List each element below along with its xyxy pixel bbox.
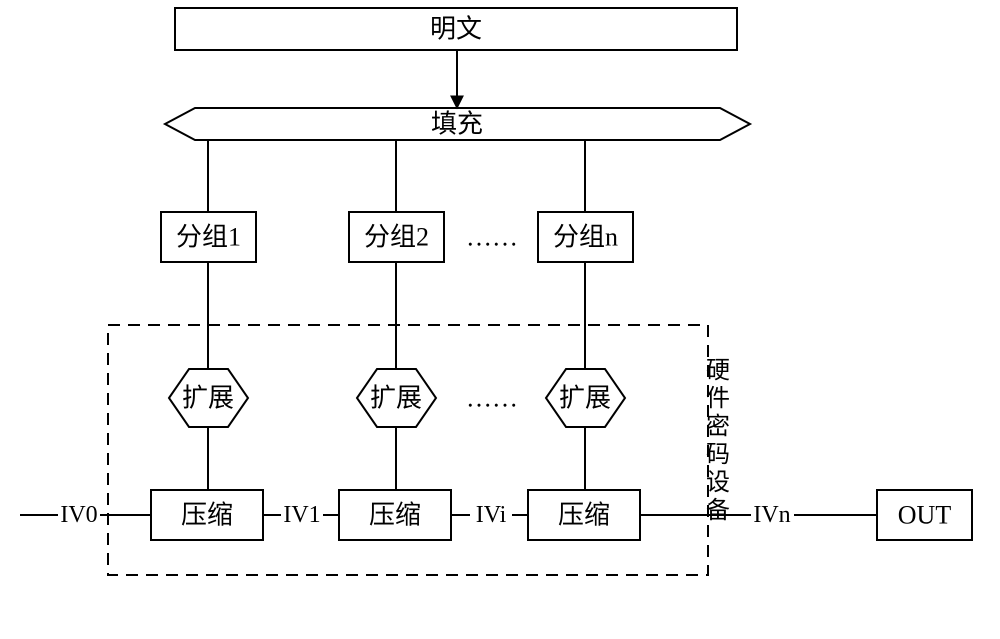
hardware-label-char-1: 件 bbox=[706, 385, 730, 412]
groupn-box-label: 分组n bbox=[553, 223, 618, 252]
group2-box-label: 分组2 bbox=[364, 223, 429, 252]
group1-box: 分组1 bbox=[161, 212, 256, 262]
compress1-box-label: 压缩 bbox=[181, 501, 233, 530]
iv1-label: IV1 bbox=[283, 502, 320, 528]
expand2-hex-label: 扩展 bbox=[370, 384, 422, 413]
compressn-box-label: 压缩 bbox=[558, 501, 610, 530]
compress2-box: 压缩 bbox=[339, 490, 451, 540]
group2-box: 分组2 bbox=[349, 212, 444, 262]
compressn-box: 压缩 bbox=[528, 490, 640, 540]
hardware-boundary bbox=[108, 325, 708, 575]
out-box: OUT bbox=[877, 490, 972, 540]
groupn-box: 分组n bbox=[538, 212, 633, 262]
expand1-hex: 扩展 bbox=[169, 369, 248, 427]
iv0-label: IV0 bbox=[60, 502, 97, 528]
plaintext-box-label: 明文 bbox=[430, 15, 482, 44]
expandn-hex: 扩展 bbox=[546, 369, 625, 427]
ivn-label: IVn bbox=[753, 502, 790, 528]
dots-groups: …… bbox=[466, 223, 518, 252]
fill-hexbar: 填充 bbox=[165, 108, 750, 140]
hardware-label: 硬件密码设备 bbox=[706, 358, 730, 524]
expandn-hex-label: 扩展 bbox=[559, 384, 611, 413]
fill-hexbar-label: 填充 bbox=[431, 110, 483, 139]
hardware-label-char-2: 密 bbox=[706, 413, 730, 440]
group1-box-label: 分组1 bbox=[176, 223, 241, 252]
hardware-label-char-3: 码 bbox=[706, 442, 730, 468]
out-box-label: OUT bbox=[898, 501, 952, 530]
expand1-hex-label: 扩展 bbox=[182, 384, 234, 413]
hardware-label-char-5: 备 bbox=[706, 497, 730, 524]
ivi-label: IVi bbox=[476, 502, 507, 528]
compress2-box-label: 压缩 bbox=[369, 501, 421, 530]
hardware-label-char-4: 设 bbox=[706, 469, 730, 496]
plaintext-box: 明文 bbox=[175, 8, 737, 50]
dots-expand: …… bbox=[466, 384, 518, 413]
expand2-hex: 扩展 bbox=[357, 369, 436, 427]
compress1-box: 压缩 bbox=[151, 490, 263, 540]
hardware-label-char-0: 硬 bbox=[706, 358, 730, 384]
